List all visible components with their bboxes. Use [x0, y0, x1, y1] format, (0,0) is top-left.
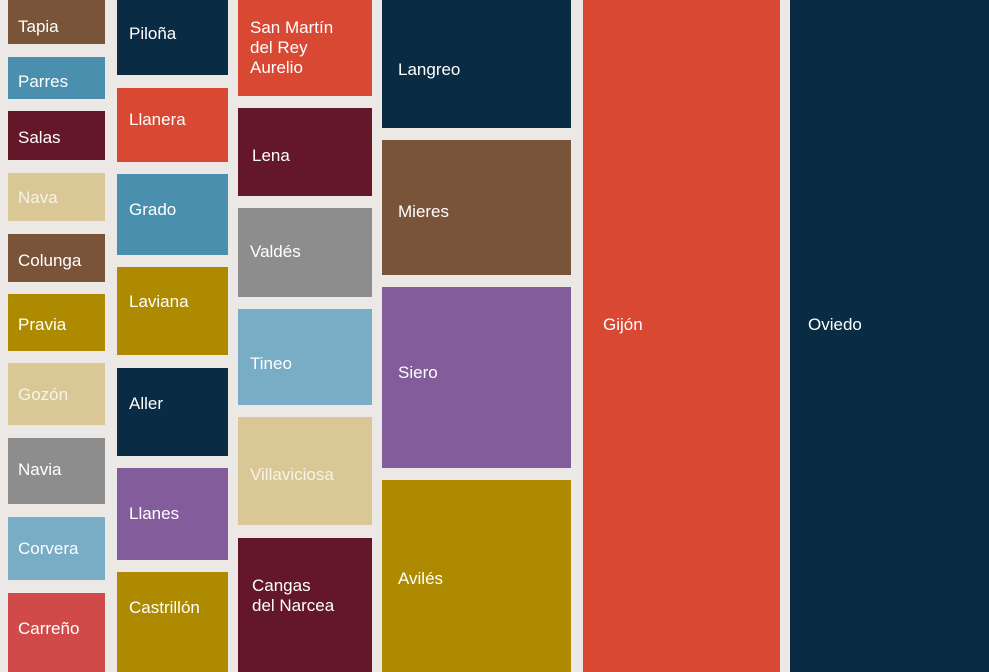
- tile-label: Aller: [129, 394, 164, 413]
- tile-label: Siero: [398, 363, 438, 382]
- tile-label: Piloña: [129, 24, 177, 43]
- treemap-tile: Castrillón: [117, 572, 228, 672]
- treemap-tile: Avilés: [382, 480, 571, 672]
- tile-label: Castrillón: [129, 598, 200, 617]
- treemap-tile: Villaviciosa: [238, 417, 372, 525]
- tile-label: Oviedo: [808, 315, 862, 334]
- tile-label: Valdés: [250, 242, 301, 261]
- treemap-tile: Corvera: [8, 517, 105, 580]
- treemap-tile: Parres: [8, 57, 105, 99]
- treemap-tile: Lena: [238, 108, 372, 196]
- tile-label: San Martín del Rey Aurelio: [250, 18, 334, 77]
- treemap-tile: Llanera: [117, 88, 228, 162]
- tile-label: Mieres: [398, 202, 450, 221]
- treemap-tile: Gozón: [8, 363, 105, 425]
- tile-label: Corvera: [18, 539, 79, 558]
- treemap-tile: Piloña: [117, 0, 228, 75]
- treemap-tile: Siero: [382, 287, 571, 468]
- tile-label: Navia: [18, 460, 62, 479]
- tile-label: Tapia: [18, 17, 59, 36]
- tile-label: Langreo: [398, 60, 461, 79]
- treemap-tile: Gijón: [583, 0, 780, 672]
- tile-label: Villaviciosa: [250, 465, 334, 484]
- treemap-tile: Grado: [117, 174, 228, 255]
- tile-label: Lena: [252, 146, 290, 165]
- treemap-tile: Colunga: [8, 234, 105, 282]
- tile-label: Cangas del Narcea: [252, 576, 335, 615]
- treemap-tile: Llanes: [117, 468, 228, 560]
- treemap-tile: Cangas del Narcea: [238, 538, 372, 672]
- tile-label: Carreño: [18, 619, 80, 638]
- treemap-tile: Carreño: [8, 593, 105, 672]
- treemap-tile: Mieres: [382, 140, 571, 275]
- tile-label: Tineo: [250, 354, 292, 373]
- treemap-tile: Pravia: [8, 294, 105, 351]
- treemap-tile: Tapia: [8, 0, 105, 44]
- treemap-tile: Salas: [8, 111, 105, 160]
- tile-label: Laviana: [129, 292, 189, 311]
- tile-label: Gijón: [603, 315, 643, 334]
- tile-label: Nava: [18, 188, 58, 207]
- tile-label: Llanes: [129, 504, 180, 523]
- treemap-tile: Tineo: [238, 309, 372, 405]
- tile-label: Parres: [18, 72, 69, 91]
- tile-label: Salas: [18, 128, 61, 147]
- treemap-tile: Laviana: [117, 267, 228, 355]
- tile-label: Pravia: [18, 315, 67, 334]
- treemap-tile: Langreo: [382, 0, 571, 128]
- tile-label: Gozón: [18, 385, 69, 404]
- tile-label: Llanera: [129, 110, 186, 129]
- treemap-tile: Nava: [8, 173, 105, 221]
- tile-label: Grado: [129, 200, 177, 219]
- treemap-tile: San Martín del Rey Aurelio: [238, 0, 372, 96]
- treemap-tile: Valdés: [238, 208, 372, 297]
- treemap-tile: Navia: [8, 438, 105, 504]
- treemap-tile: Oviedo: [790, 0, 989, 672]
- treemap-tile: Aller: [117, 368, 228, 456]
- tile-label: Avilés: [398, 569, 444, 588]
- tile-label: Colunga: [18, 251, 82, 270]
